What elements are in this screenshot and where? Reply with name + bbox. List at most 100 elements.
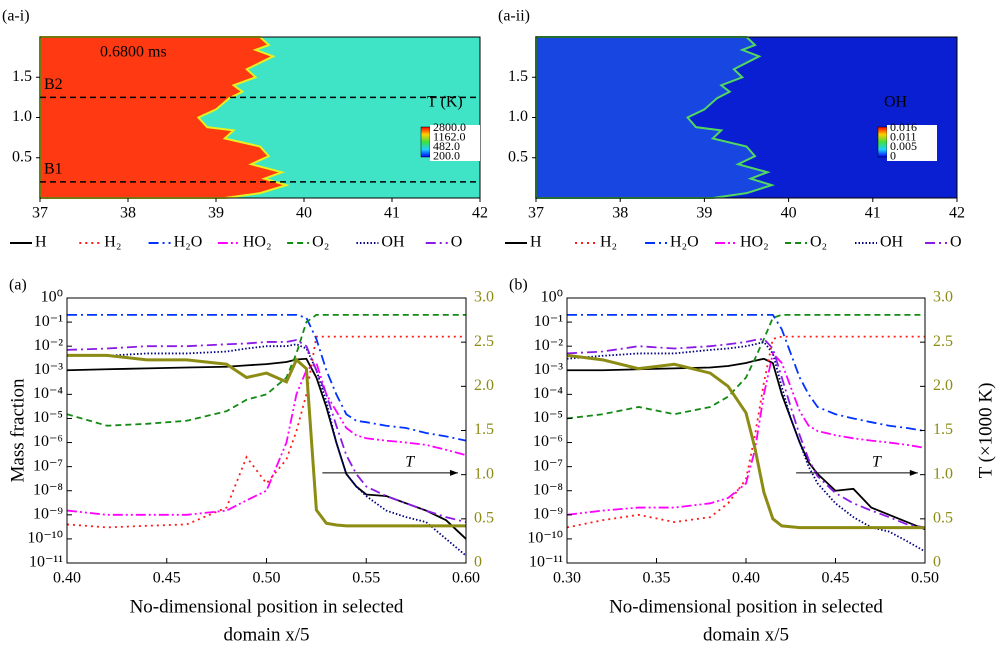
legend-label: H₂O xyxy=(670,234,699,251)
x-tick-label: 37 xyxy=(528,205,544,222)
x-tick-label: 42 xyxy=(949,205,965,222)
y-tick-label: 10⁻⁷ xyxy=(533,457,563,474)
x-tick-label: 0.50 xyxy=(911,570,939,587)
y-tick-label: 10⁻⁴ xyxy=(33,385,63,402)
y-tick-label: 10⁻⁸ xyxy=(533,481,563,498)
y-tick-label: 1.5 xyxy=(508,68,528,85)
y2-tick-label: 2.5 xyxy=(474,333,494,350)
colorbar-label: 2800.0 xyxy=(433,120,466,134)
y-tick-label: 10⁻⁸ xyxy=(33,481,63,498)
y-tick-label: 10⁻⁵ xyxy=(33,409,63,426)
x-tick-label: 0.50 xyxy=(253,570,281,587)
legend-label: H xyxy=(35,234,47,251)
y-tick-label: 10⁻² xyxy=(34,337,63,354)
y-tick-label: 10⁻⁴ xyxy=(533,385,563,402)
probe-label: B2 xyxy=(44,76,63,93)
x-tick-label: 0.30 xyxy=(553,570,581,587)
series-line xyxy=(67,353,466,528)
x-tick-label: 39 xyxy=(208,205,224,222)
y-tick-label: 10⁻¹⁰ xyxy=(27,530,63,547)
burnt-region xyxy=(39,36,290,199)
y-tick-label: 10⁰ xyxy=(541,289,563,306)
series-line xyxy=(567,313,925,420)
y-tick-label: 10⁻¹ xyxy=(534,313,563,330)
plot-frame xyxy=(66,297,467,564)
plot-frame xyxy=(566,297,926,564)
y-tick-label: 10⁻¹⁰ xyxy=(527,530,563,547)
colorbar-label: 200.0 xyxy=(433,148,460,162)
x-tick-label: 0.60 xyxy=(452,570,480,587)
y2-tick-label: 0 xyxy=(933,554,941,571)
y-tick-label: 10⁻⁶ xyxy=(533,433,563,450)
legend-label: OH xyxy=(880,234,904,251)
y-tick-label: 10⁻¹¹ xyxy=(29,554,63,571)
legend-label: HO₂ xyxy=(740,234,769,251)
series-line xyxy=(567,357,925,531)
colorbar xyxy=(877,126,888,158)
burnt-region xyxy=(535,36,776,199)
y2-tick-label: 1.0 xyxy=(933,465,953,482)
y-tick-label: 10⁻⁵ xyxy=(533,409,563,426)
x-tick-label: 0.45 xyxy=(822,570,850,587)
y2-tick-label: 0.5 xyxy=(933,510,953,527)
x-tick-label: 40 xyxy=(781,205,797,222)
x-tick-label: 0.45 xyxy=(153,570,181,587)
x-axis-label: No-dimensional position in selected xyxy=(130,596,404,617)
series-line xyxy=(67,335,466,529)
y-tick-label: 10⁻⁹ xyxy=(533,505,563,522)
y-tick-label: 10⁻¹¹ xyxy=(529,554,563,571)
x-tick-label: 40 xyxy=(296,205,312,222)
colorbar-label: 0.016 xyxy=(890,120,917,134)
legend-label: H xyxy=(530,234,542,251)
x-tick-label: 37 xyxy=(32,205,48,222)
series-line xyxy=(567,351,925,516)
series-line xyxy=(67,357,466,540)
y-tick-label: 10⁻³ xyxy=(534,361,563,378)
series-line xyxy=(567,340,925,553)
colorbar-label: 1162.0 xyxy=(433,129,466,143)
legend-label: H₂ xyxy=(600,234,617,251)
y-tick-label: 10⁻² xyxy=(534,337,563,354)
panel-label: (b) xyxy=(509,277,528,294)
y2-tick-label: 1.5 xyxy=(474,421,494,438)
y-tick-label: 1.0 xyxy=(508,108,528,125)
colorbar-label: 482.0 xyxy=(433,139,460,153)
y2-tick-label: 3.0 xyxy=(474,289,494,306)
legend-label: O xyxy=(451,234,463,251)
y2-tick-label: 0 xyxy=(474,554,482,571)
legend-label: OH xyxy=(381,234,405,251)
panel-label: (a-i) xyxy=(2,8,30,25)
y2-tick-label: 1.5 xyxy=(933,421,953,438)
colorbar-title: T (K) xyxy=(427,94,463,111)
y2-tick-label: 0.5 xyxy=(474,510,494,527)
y-tick-label: 0.5 xyxy=(508,148,528,165)
x-tick-label: 41 xyxy=(384,205,400,222)
x-axis-label: domain x/5 xyxy=(223,624,309,645)
x-tick-label: 0.40 xyxy=(732,570,760,587)
y2-tick-label: 2.0 xyxy=(474,377,494,394)
colorbar xyxy=(420,126,431,158)
series-line xyxy=(67,339,466,523)
colorbar-bg xyxy=(430,125,480,161)
y-tick-label: 10⁻⁹ xyxy=(33,505,63,522)
time-label: 0.6800 ms xyxy=(100,44,167,61)
y-tick-label: 0.5 xyxy=(12,148,32,165)
arrow-head xyxy=(450,469,459,476)
series-line xyxy=(67,343,466,557)
x-axis-label: No-dimensional position in selected xyxy=(609,596,883,617)
y2-tick-label: 2.5 xyxy=(933,333,953,350)
y-tick-label: 10⁻⁶ xyxy=(33,433,63,450)
x-tick-label: 39 xyxy=(696,205,712,222)
series-line xyxy=(67,361,466,516)
series-line xyxy=(567,335,925,529)
x-axis-label: domain x/5 xyxy=(703,624,789,645)
panel-label: (a-ii) xyxy=(498,8,530,25)
legend-label: H₂O xyxy=(174,234,203,251)
y-tick-label: 10⁻³ xyxy=(34,361,63,378)
y2-tick-label: 1.0 xyxy=(474,465,494,482)
colorbar-label: 0.005 xyxy=(890,139,917,153)
y-tick-label: 10⁻¹ xyxy=(34,313,63,330)
colorbar-label: 0.011 xyxy=(890,129,917,143)
y-tick-label: 10⁻⁷ xyxy=(33,457,63,474)
